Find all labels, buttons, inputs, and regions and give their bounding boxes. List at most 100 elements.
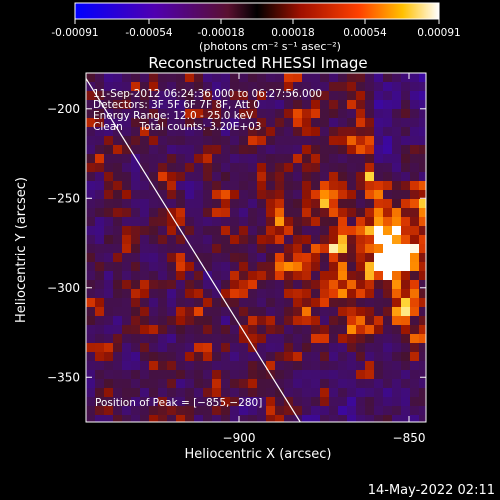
heatmap-cell (131, 316, 140, 325)
colorbar-ticks: -0.00091 -0.00054 -0.00018 0.00018 0.00054 0.… (51, 19, 461, 39)
heatmap-cell (419, 370, 426, 379)
heatmap-cell (212, 118, 221, 127)
heatmap-cell (140, 163, 149, 172)
heatmap-cell (302, 397, 311, 406)
heatmap-cell (149, 235, 158, 244)
heatmap-cell (95, 100, 104, 109)
heatmap-cell (131, 343, 140, 352)
heatmap-cell (356, 280, 365, 289)
heatmap-cell (86, 289, 95, 298)
heatmap-cell (140, 370, 149, 379)
heatmap-cell (221, 415, 230, 422)
heatmap-cell (185, 154, 194, 163)
heatmap-cell (140, 145, 149, 154)
heatmap-cell (284, 199, 293, 208)
heatmap-cell (383, 109, 392, 118)
heatmap-cell (392, 172, 401, 181)
heatmap-cell (275, 145, 284, 154)
heatmap-cell (392, 154, 401, 163)
heatmap-cell (266, 190, 275, 199)
heatmap-cell (320, 109, 329, 118)
heatmap-cell (311, 289, 320, 298)
heatmap-cell (239, 379, 248, 388)
heatmap-cell (185, 289, 194, 298)
heatmap-cell (374, 406, 383, 415)
heatmap-cell (86, 172, 95, 181)
heatmap-cell (230, 397, 239, 406)
heatmap-cell (221, 388, 230, 397)
heatmap-cell (86, 325, 95, 334)
heatmap-cell (104, 325, 113, 334)
heatmap-cell (248, 226, 257, 235)
heatmap-cell (383, 172, 392, 181)
heatmap-cell (338, 109, 347, 118)
heatmap-cell (122, 118, 131, 127)
heatmap-cell (185, 388, 194, 397)
heatmap-cell (320, 154, 329, 163)
heatmap-cell (338, 262, 347, 271)
heatmap-cell (275, 226, 284, 235)
heatmap-cell (113, 325, 122, 334)
heatmap-cell (356, 325, 365, 334)
heatmap-cell (410, 325, 419, 334)
heatmap-cell (122, 82, 131, 91)
heatmap-cell (320, 361, 329, 370)
heatmap-cell (95, 325, 104, 334)
heatmap-cell (104, 163, 113, 172)
heatmap-cell (257, 271, 266, 280)
heatmap-cell (347, 100, 356, 109)
heatmap-cell (392, 226, 401, 235)
heatmap-cell (275, 109, 284, 118)
heatmap-cell (239, 334, 248, 343)
heatmap-cell (401, 289, 410, 298)
heatmap-cell (338, 316, 347, 325)
heatmap-cell (311, 82, 320, 91)
heatmap-cell (356, 388, 365, 397)
heatmap-cell (122, 352, 131, 361)
heatmap-cell (185, 271, 194, 280)
heatmap-cell (401, 388, 410, 397)
heatmap-cell (401, 208, 410, 217)
heatmap-cell (167, 298, 176, 307)
heatmap-cell (347, 199, 356, 208)
heatmap-cell (329, 352, 338, 361)
heatmap-cell (257, 298, 266, 307)
heatmap-cell (356, 100, 365, 109)
heatmap-cell (311, 406, 320, 415)
heatmap-cell (176, 298, 185, 307)
heatmap-cell (248, 298, 257, 307)
heatmap-cell (284, 118, 293, 127)
heatmap-cell (104, 397, 113, 406)
heatmap-cell (257, 181, 266, 190)
heatmap-cell (203, 388, 212, 397)
heatmap-cell (266, 361, 275, 370)
heatmap-cell (86, 334, 95, 343)
heatmap-cell (248, 307, 257, 316)
heatmap-cell (176, 235, 185, 244)
heatmap-cell (248, 415, 257, 422)
heatmap-cell (167, 145, 176, 154)
heatmap-cell (113, 145, 122, 154)
heatmap-cell (302, 100, 311, 109)
heatmap-cell (410, 91, 419, 100)
heatmap-cell (122, 370, 131, 379)
heatmap-cell (257, 316, 266, 325)
heatmap-cell (302, 298, 311, 307)
heatmap-cell (401, 253, 410, 262)
heatmap-cell (95, 343, 104, 352)
heatmap-cell (266, 181, 275, 190)
heatmap-cell (338, 118, 347, 127)
heatmap-cell (275, 82, 284, 91)
heatmap-cell (284, 73, 293, 82)
heatmap-cell (347, 280, 356, 289)
heatmap-cell (302, 199, 311, 208)
heatmap-cell (158, 253, 167, 262)
heatmap-cell (212, 406, 221, 415)
heatmap-cell (86, 271, 95, 280)
heatmap-cell (221, 370, 230, 379)
heatmap-cell (113, 127, 122, 136)
heatmap-cell (203, 82, 212, 91)
heatmap-cell (248, 208, 257, 217)
heatmap-cell (221, 199, 230, 208)
heatmap-cell (158, 262, 167, 271)
